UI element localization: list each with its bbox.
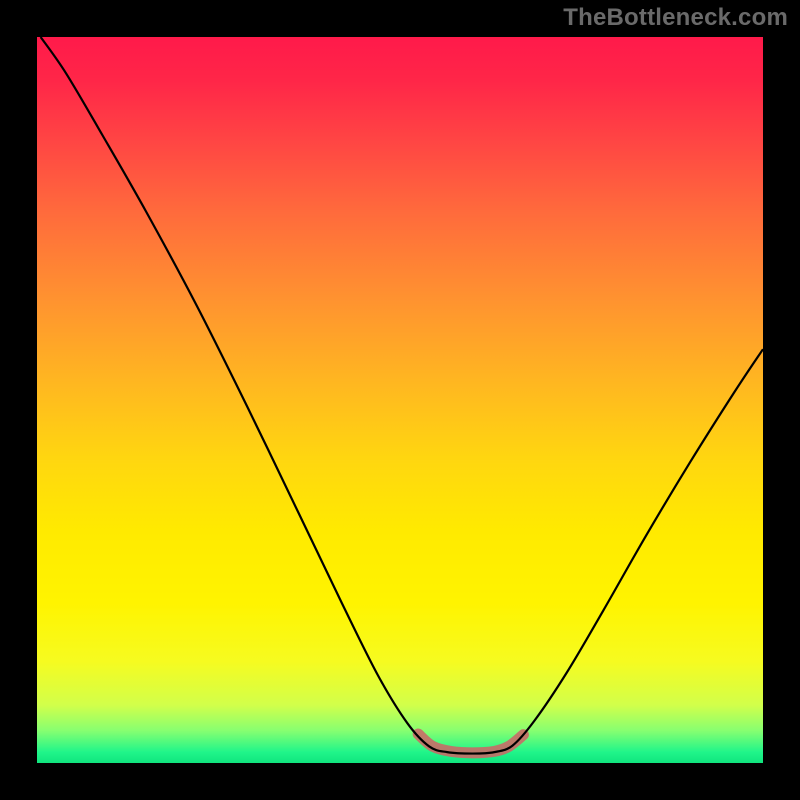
chart-container: TheBottleneck.com [0, 0, 800, 800]
chart-plot-area [37, 37, 763, 763]
bottleneck-curve-chart [0, 0, 800, 800]
watermark-text: TheBottleneck.com [563, 4, 788, 32]
